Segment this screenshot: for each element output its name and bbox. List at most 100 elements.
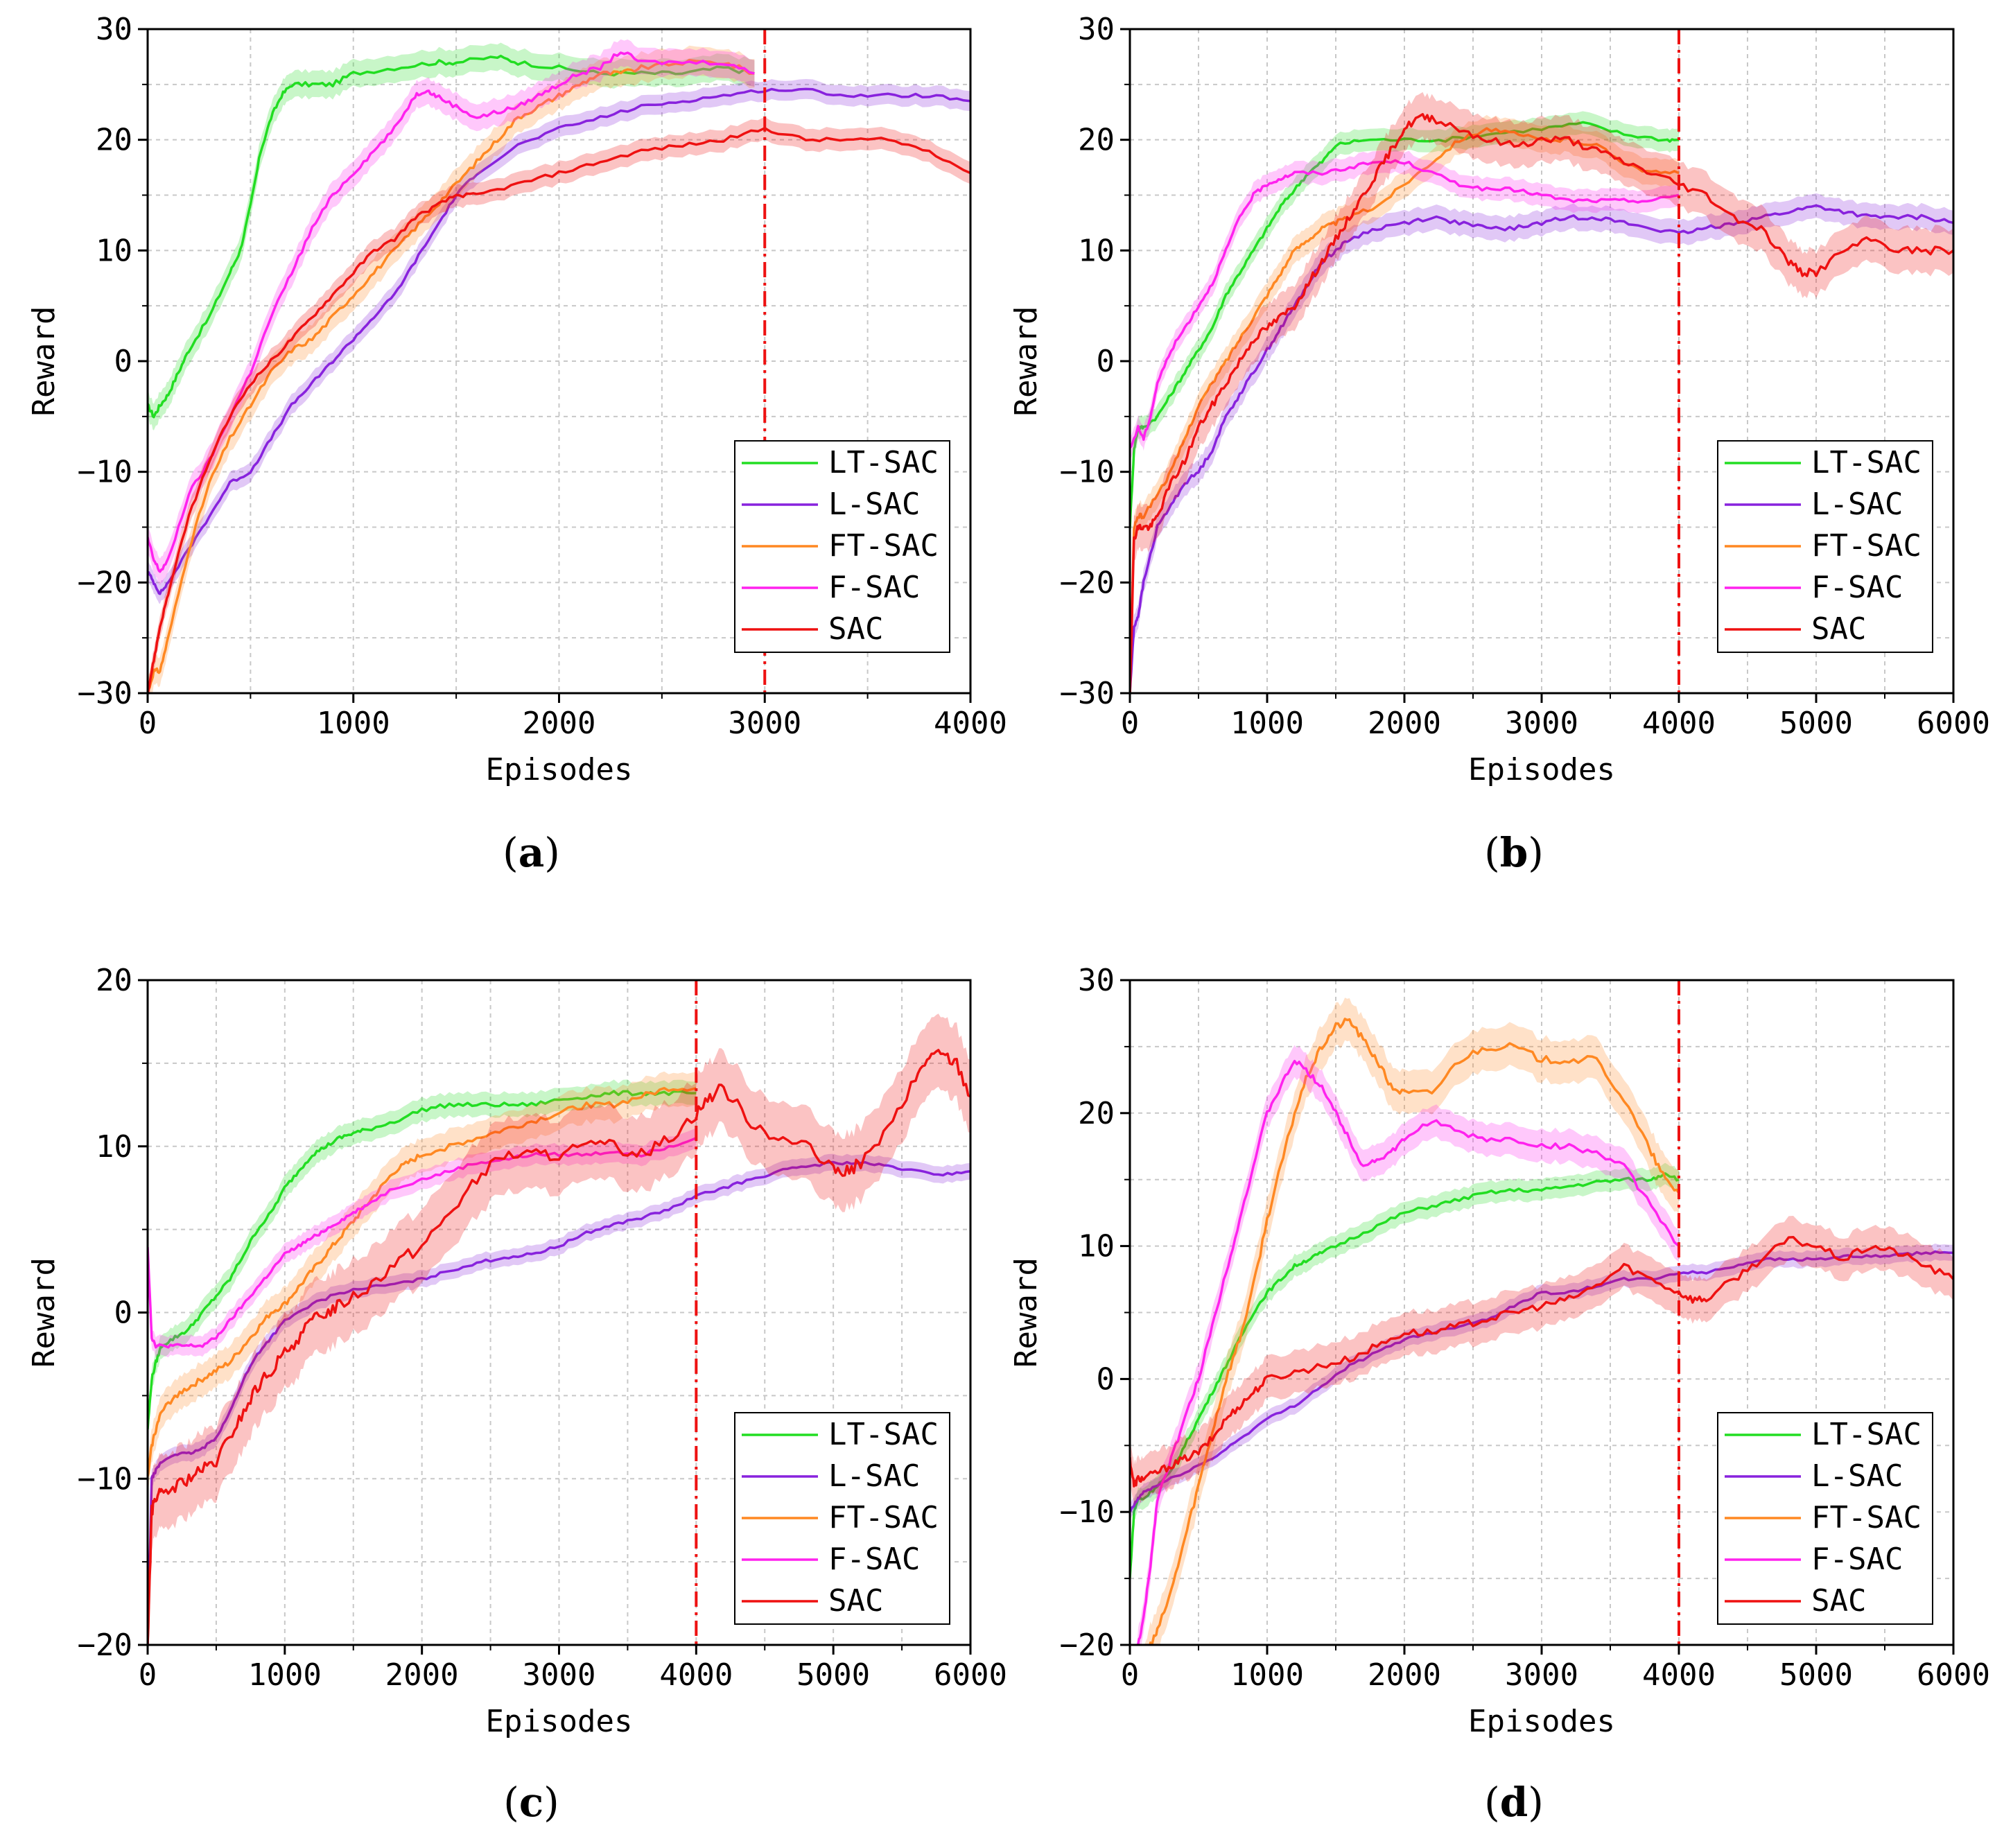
- y-tick-label: 10: [1078, 1229, 1115, 1264]
- series-band-f-sac: [148, 39, 755, 585]
- x-tick-label: 0: [139, 706, 157, 741]
- y-tick-label: −20: [78, 1628, 132, 1663]
- x-tick-label: 3000: [1505, 706, 1578, 741]
- legend-label-l-sac: L-SAC: [1811, 1458, 1903, 1494]
- legend-label-ft-sac: FT-SAC: [1811, 528, 1922, 564]
- x-tick-label: 3000: [523, 1657, 596, 1693]
- series-line-l-sac: [148, 1160, 970, 1645]
- x-axis-title: Episodes: [486, 752, 633, 787]
- series-line-f-sac: [1137, 1059, 1680, 1645]
- legend-label-sac: SAC: [828, 611, 883, 647]
- legend-label-ft-sac: FT-SAC: [828, 528, 939, 564]
- y-tick-label: 0: [1097, 1361, 1115, 1397]
- legend: LT-SAC L-SAC FT-SAC F-SAC SAC: [734, 439, 950, 653]
- series-line-sac: [1130, 113, 1953, 693]
- series-group: [1130, 997, 1953, 1645]
- x-tick-label: 0: [1121, 1657, 1140, 1693]
- series-line-ft-sac: [148, 58, 755, 693]
- legend-label-f-sac: F-SAC: [1811, 1542, 1903, 1577]
- panel-c: 0 1000 2000 3000 4000 5000 6000 −20 −10 0 10 20 Epis…: [26, 963, 1007, 1826]
- series-line-lt-sac: [148, 1090, 697, 1430]
- x-axis-title: Episodes: [486, 1704, 633, 1739]
- y-tick-label: 20: [96, 123, 132, 158]
- series-band-ft-sac: [1144, 997, 1679, 1645]
- y-axis-title: Reward: [26, 1257, 62, 1368]
- series-band-ft-sac: [1130, 114, 1679, 693]
- series-line-ft-sac: [1149, 1018, 1680, 1645]
- panel-label: (c): [503, 1779, 559, 1826]
- series-band-sac: [1130, 91, 1953, 693]
- y-tick-label: −10: [1060, 455, 1115, 490]
- x-tick-label: 0: [139, 1657, 157, 1693]
- y-axis-title: Reward: [1009, 1257, 1044, 1368]
- panel-label: (a): [503, 829, 560, 876]
- x-tick-label: 3000: [1505, 1657, 1578, 1693]
- y-tick-label: 30: [96, 12, 132, 47]
- series-band-l-sac: [1130, 1244, 1953, 1519]
- grid: [148, 980, 970, 1645]
- y-tick-label: −20: [1060, 1628, 1115, 1663]
- series-line-sac: [1130, 1235, 1953, 1488]
- legend-label-l-sac: L-SAC: [1811, 487, 1903, 522]
- panel-label: (b): [1484, 829, 1544, 876]
- series-band-sac: [148, 1013, 970, 1645]
- x-tick-label: 0: [1121, 706, 1140, 741]
- legend-label-lt-sac: LT-SAC: [1811, 1417, 1922, 1452]
- y-axis-title: Reward: [1009, 306, 1044, 417]
- panel-a: 0 1000 2000 3000 4000 −30 −20 −10 0 10 20 30 Episode…: [26, 12, 1007, 876]
- x-axis-title: Episodes: [1468, 1704, 1615, 1739]
- y-tick-label: 0: [114, 344, 133, 379]
- x-tick-label: 5000: [1779, 1657, 1853, 1693]
- y-tick-label: 20: [1078, 123, 1115, 158]
- x-tick-label: 1000: [317, 706, 390, 741]
- y-tick-label: 10: [96, 1129, 132, 1165]
- x-tick-label: 1000: [248, 1657, 322, 1693]
- legend-label-ft-sac: FT-SAC: [1811, 1500, 1922, 1535]
- legend-label-sac: SAC: [828, 1583, 883, 1619]
- legend-label-l-sac: L-SAC: [828, 1458, 920, 1494]
- y-tick-label: −30: [78, 676, 132, 711]
- y-tick-label: 0: [114, 1296, 133, 1331]
- series-line-f-sac: [148, 51, 755, 573]
- y-tick-label: −10: [1060, 1494, 1115, 1530]
- series-line-lt-sac: [1130, 121, 1679, 529]
- y-tick-label: 30: [1078, 12, 1115, 47]
- legend: LT-SAC L-SAC FT-SAC F-SAC SAC: [1717, 439, 1933, 653]
- series-line-ft-sac: [148, 1087, 697, 1477]
- x-tick-label: 5000: [1779, 706, 1853, 741]
- y-tick-label: −20: [1060, 565, 1115, 600]
- panel-label: (d): [1484, 1779, 1544, 1826]
- series-line-f-sac: [148, 1137, 697, 1349]
- series-band-lt-sac: [1130, 111, 1679, 540]
- x-tick-label: 4000: [659, 1657, 733, 1693]
- x-tick-label: 2000: [1368, 1657, 1441, 1693]
- y-tick-label: 10: [96, 233, 132, 268]
- x-tick-label: 6000: [1917, 706, 1990, 741]
- series-line-f-sac: [1130, 159, 1680, 449]
- series-line-l-sac: [1130, 204, 1953, 693]
- x-tick-label: 2000: [523, 706, 596, 741]
- x-tick-label: 4000: [934, 706, 1007, 741]
- x-tick-label: 1000: [1230, 706, 1304, 741]
- legend-label-ft-sac: FT-SAC: [828, 1500, 939, 1535]
- series-band-l-sac: [148, 1153, 970, 1645]
- legend-label-f-sac: F-SAC: [828, 570, 920, 605]
- legend: LT-SAC L-SAC FT-SAC F-SAC SAC: [1717, 1412, 1933, 1625]
- series-line-sac: [148, 1049, 970, 1645]
- series-band-lt-sac: [148, 42, 755, 430]
- legend-label-lt-sac: LT-SAC: [828, 445, 939, 480]
- legend-label-sac: SAC: [1811, 1583, 1866, 1619]
- legend-label-lt-sac: LT-SAC: [1811, 445, 1922, 480]
- y-tick-label: −20: [78, 565, 132, 600]
- panel-d: 0 1000 2000 3000 4000 5000 6000 −20 −10 0 10 20 30 Ep…: [1009, 963, 1990, 1826]
- y-tick-label: −10: [78, 455, 132, 490]
- series-line-lt-sac: [148, 54, 755, 419]
- legend-label-l-sac: L-SAC: [828, 487, 920, 522]
- series-band-sac: [1130, 1216, 1953, 1508]
- series-band-ft-sac: [148, 45, 755, 693]
- x-tick-label: 1000: [1230, 1657, 1304, 1693]
- y-tick-label: 30: [1078, 963, 1115, 998]
- x-tick-label: 5000: [796, 1657, 870, 1693]
- series-group: [148, 1013, 970, 1645]
- legend-label-f-sac: F-SAC: [1811, 570, 1903, 605]
